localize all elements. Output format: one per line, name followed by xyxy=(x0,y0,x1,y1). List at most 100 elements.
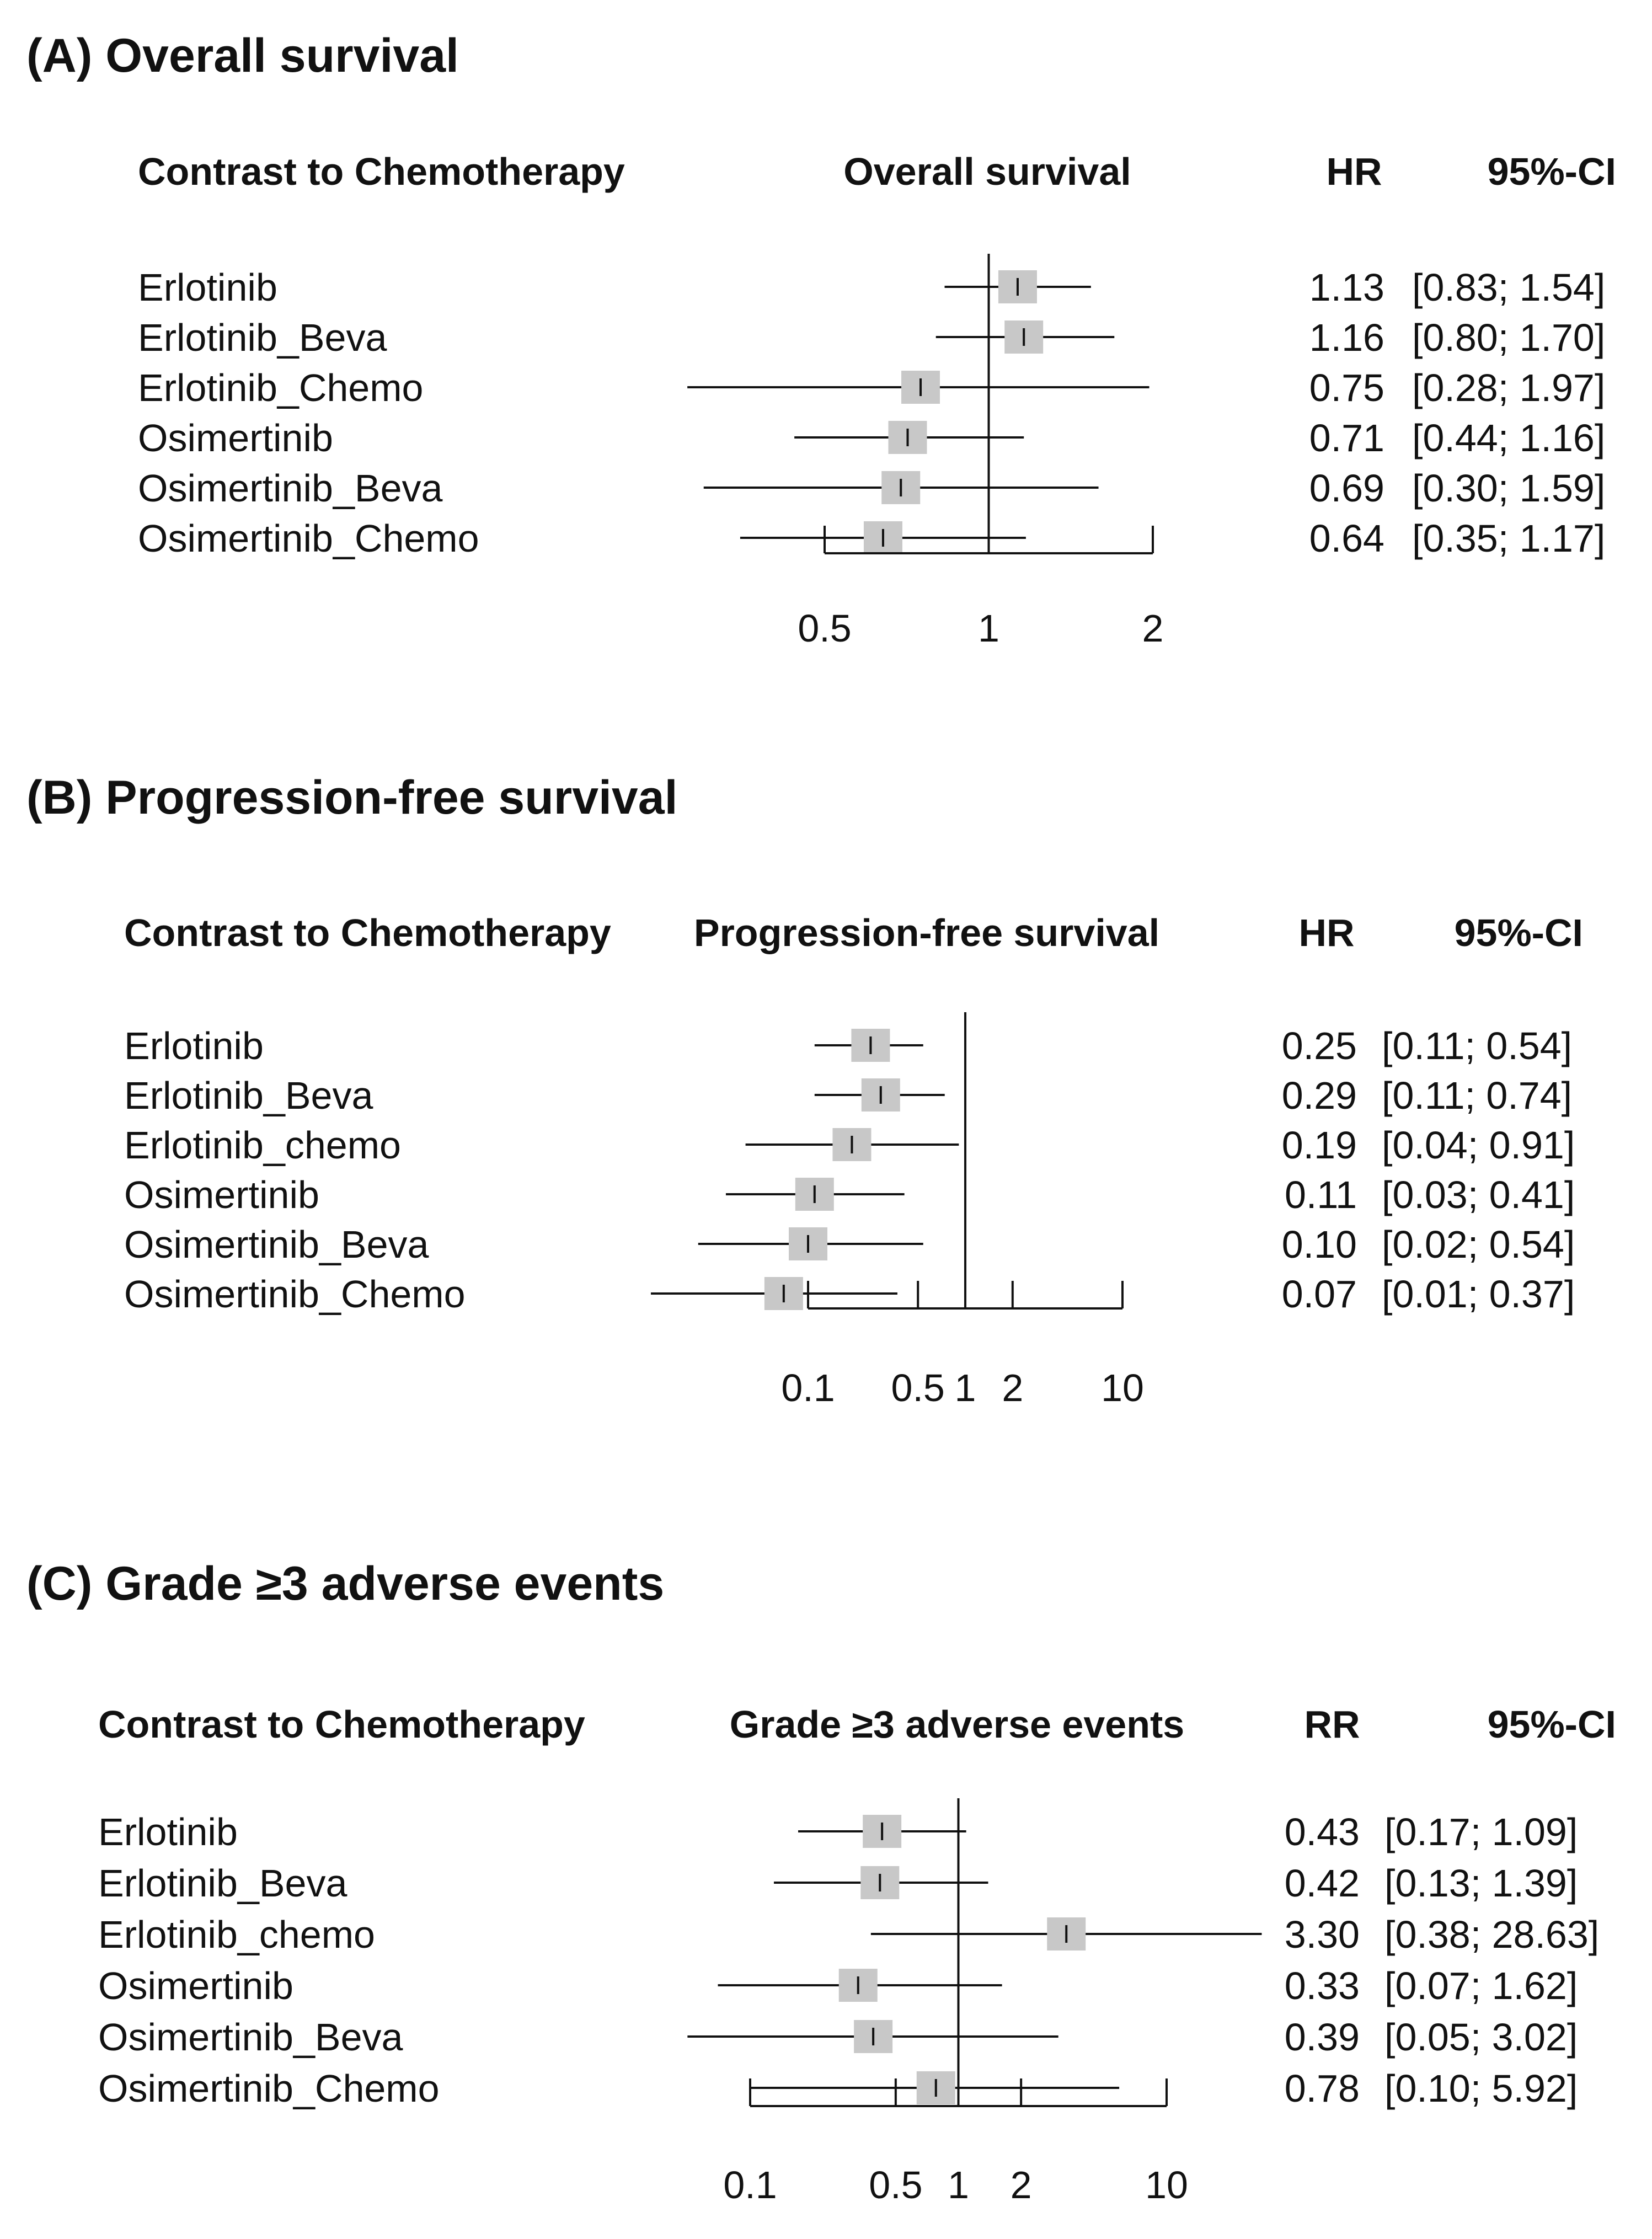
row-2: Erlotinib_chemo 0.19 [0.04; 0.91] xyxy=(124,1124,1575,1167)
x-axis: 0.5 1 2 xyxy=(798,526,1163,650)
row-label: Osimertinib xyxy=(98,1964,293,2007)
row-ci: [0.10; 5.92] xyxy=(1384,2067,1578,2110)
row-estimate: 1.13 xyxy=(1309,266,1384,309)
tick-label: 0.1 xyxy=(781,1366,835,1409)
panel-title: (A) Overall survival xyxy=(26,29,459,82)
header-outcome: Progression-free survival xyxy=(694,911,1159,954)
row-ci: [0.04; 0.91] xyxy=(1382,1124,1575,1167)
row-ci: [0.11; 0.74] xyxy=(1382,1074,1572,1117)
header-ci: 95%-CI xyxy=(1488,1703,1616,1746)
row-label: Osimertinib_Chemo xyxy=(138,517,479,560)
row-ci: [0.44; 1.16] xyxy=(1412,416,1605,459)
row-label: Osimertinib xyxy=(138,416,333,459)
row-0: Erlotinib 0.25 [0.11; 0.54] xyxy=(124,1024,1572,1067)
row-label: Osimertinib_Beva xyxy=(138,467,443,510)
row-estimate: 0.64 xyxy=(1309,517,1384,560)
header-estimate: RR xyxy=(1304,1703,1360,1746)
row-2: Erlotinib_chemo 3.30 [0.38; 28.63] xyxy=(98,1913,1599,1956)
row-estimate: 0.75 xyxy=(1309,366,1384,409)
row-1: Erlotinib_Beva 0.42 [0.13; 1.39] xyxy=(98,1862,1578,1905)
row-label: Osimertinib xyxy=(124,1173,319,1216)
row-ci: [0.13; 1.39] xyxy=(1384,1862,1578,1905)
row-estimate: 1.16 xyxy=(1309,316,1384,359)
row-ci: [0.11; 0.54] xyxy=(1382,1024,1572,1067)
row-estimate: 0.33 xyxy=(1285,1964,1360,2007)
row-label: Erlotinib xyxy=(124,1024,264,1067)
header-estimate: HR xyxy=(1326,150,1382,193)
header-contrast: Contrast to Chemotherapy xyxy=(98,1703,585,1746)
x-axis: 0.1 0.5 1 2 10 xyxy=(781,1281,1144,1409)
row-label: Osimertinib_Beva xyxy=(98,2016,403,2059)
row-ci: [0.01; 0.37] xyxy=(1382,1273,1575,1316)
row-ci: [0.80; 1.70] xyxy=(1412,316,1605,359)
row-3: Osimertinib 0.71 [0.44; 1.16] xyxy=(138,416,1605,459)
tick-label: 0.5 xyxy=(798,607,851,650)
row-0: Erlotinib 1.13 [0.83; 1.54] xyxy=(138,266,1605,309)
row-label: Erlotinib_chemo xyxy=(98,1913,375,1956)
row-ci: [0.30; 1.59] xyxy=(1412,467,1605,510)
panel-title: (B) Progression-free survival xyxy=(26,771,677,824)
row-2: Erlotinib_Chemo 0.75 [0.28; 1.97] xyxy=(138,366,1605,409)
header-ci: 95%-CI xyxy=(1488,150,1616,193)
header-contrast: Contrast to Chemotherapy xyxy=(124,911,611,954)
row-5: Osimertinib_Chemo 0.78 [0.10; 5.92] xyxy=(98,2067,1578,2110)
row-estimate: 0.71 xyxy=(1309,416,1384,459)
row-estimate: 0.78 xyxy=(1285,2067,1360,2110)
row-ci: [0.35; 1.17] xyxy=(1412,517,1605,560)
panel-title: (C) Grade ≥3 adverse events xyxy=(26,1557,664,1610)
header-contrast: Contrast to Chemotherapy xyxy=(138,150,625,193)
row-estimate: 0.19 xyxy=(1282,1124,1357,1167)
tick-label: 2 xyxy=(1142,607,1164,650)
tick-label: 2 xyxy=(1011,2163,1032,2206)
row-estimate: 0.29 xyxy=(1282,1074,1357,1117)
row-estimate: 0.07 xyxy=(1282,1273,1357,1316)
row-label: Erlotinib_Beva xyxy=(124,1074,373,1117)
tick-label: 1 xyxy=(955,1366,976,1409)
row-4: Osimertinib_Beva 0.69 [0.30; 1.59] xyxy=(138,467,1605,510)
panel-b: (B) Progression-free survival Contrast to… xyxy=(26,771,1583,1409)
row-4: Osimertinib_Beva 0.10 [0.02; 0.54] xyxy=(124,1223,1575,1266)
row-label: Erlotinib_Beva xyxy=(98,1862,347,1905)
row-ci: [0.28; 1.97] xyxy=(1412,366,1605,409)
tick-label: 10 xyxy=(1145,2163,1188,2206)
row-label: Erlotinib_Beva xyxy=(138,316,387,359)
tick-label: 0.1 xyxy=(723,2163,777,2206)
row-0: Erlotinib 0.43 [0.17; 1.09] xyxy=(98,1810,1578,1853)
row-5: Osimertinib_Chemo 0.07 [0.01; 0.37] xyxy=(124,1273,1575,1316)
row-ci: [0.03; 0.41] xyxy=(1382,1173,1575,1216)
row-3: Osimertinib 0.11 [0.03; 0.41] xyxy=(124,1173,1575,1216)
row-ci: [0.05; 3.02] xyxy=(1384,2016,1578,2059)
header-outcome: Overall survival xyxy=(843,150,1131,193)
row-3: Osimertinib 0.33 [0.07; 1.62] xyxy=(98,1964,1578,2007)
row-estimate: 0.11 xyxy=(1285,1173,1357,1216)
row-ci: [0.38; 28.63] xyxy=(1384,1913,1599,1956)
tick-label: 0.5 xyxy=(869,2163,922,2206)
tick-label: 10 xyxy=(1101,1366,1144,1409)
tick-label: 2 xyxy=(1002,1366,1023,1409)
header-estimate: HR xyxy=(1298,911,1354,954)
row-label: Osimertinib_Chemo xyxy=(98,2067,440,2110)
row-label: Erlotinib_chemo xyxy=(124,1124,401,1167)
header-outcome: Grade ≥3 adverse events xyxy=(730,1703,1184,1746)
x-axis: 0.1 0.5 1 2 10 xyxy=(723,2078,1188,2206)
panel-a: (A) Overall survival Contrast to Chemothe… xyxy=(26,29,1616,650)
tick-label: 1 xyxy=(978,607,999,650)
row-label: Osimertinib_Chemo xyxy=(124,1273,466,1316)
row-estimate: 0.69 xyxy=(1309,467,1384,510)
row-1: Erlotinib_Beva 0.29 [0.11; 0.74] xyxy=(124,1074,1572,1117)
row-ci: [0.07; 1.62] xyxy=(1384,1964,1578,2007)
row-1: Erlotinib_Beva 1.16 [0.80; 1.70] xyxy=(138,316,1605,359)
row-estimate: 3.30 xyxy=(1285,1913,1360,1956)
row-estimate: 0.10 xyxy=(1282,1223,1357,1266)
row-label: Erlotinib xyxy=(138,266,277,309)
row-estimate: 0.25 xyxy=(1282,1024,1357,1067)
row-estimate: 0.39 xyxy=(1285,2016,1360,2059)
row-estimate: 0.42 xyxy=(1285,1862,1360,1905)
header-ci: 95%-CI xyxy=(1455,911,1583,954)
tick-label: 1 xyxy=(948,2163,969,2206)
row-5: Osimertinib_Chemo 0.64 [0.35; 1.17] xyxy=(138,517,1605,560)
row-4: Osimertinib_Beva 0.39 [0.05; 3.02] xyxy=(98,2016,1578,2059)
tick-label: 0.5 xyxy=(891,1366,945,1409)
row-ci: [0.17; 1.09] xyxy=(1384,1810,1578,1853)
row-label: Osimertinib_Beva xyxy=(124,1223,429,1266)
